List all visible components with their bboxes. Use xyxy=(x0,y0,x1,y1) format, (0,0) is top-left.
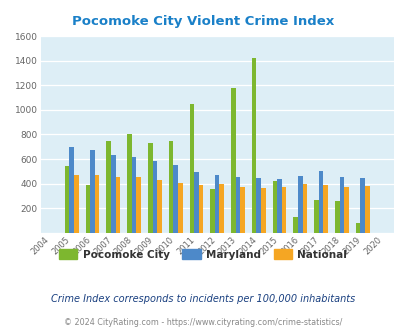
Bar xyxy=(157,180,161,233)
Bar xyxy=(297,176,302,233)
Bar xyxy=(281,187,286,233)
Bar xyxy=(240,187,244,233)
Text: © 2024 CityRating.com - https://www.cityrating.com/crime-statistics/: © 2024 CityRating.com - https://www.city… xyxy=(64,318,341,327)
Bar xyxy=(323,185,327,233)
Bar xyxy=(69,148,74,233)
Bar xyxy=(194,172,198,233)
Bar xyxy=(343,187,348,233)
Bar xyxy=(90,150,95,233)
Bar xyxy=(189,104,194,233)
Bar xyxy=(127,135,132,233)
Bar xyxy=(251,58,256,233)
Bar xyxy=(230,88,235,233)
Bar xyxy=(214,175,219,233)
Bar xyxy=(111,155,115,233)
Bar xyxy=(152,161,157,233)
Bar xyxy=(334,201,339,233)
Bar xyxy=(260,188,265,233)
Bar xyxy=(132,156,136,233)
Bar xyxy=(95,175,99,233)
Bar xyxy=(148,143,152,233)
Bar xyxy=(177,183,182,233)
Bar xyxy=(313,200,318,233)
Bar xyxy=(355,223,360,233)
Bar xyxy=(302,184,307,233)
Bar xyxy=(235,177,240,233)
Legend: Pocomoke City, Maryland, National: Pocomoke City, Maryland, National xyxy=(54,245,351,264)
Bar xyxy=(272,181,277,233)
Bar xyxy=(256,178,260,233)
Bar xyxy=(198,185,203,233)
Bar xyxy=(136,178,141,233)
Bar xyxy=(85,185,90,233)
Bar xyxy=(106,141,111,233)
Bar xyxy=(277,179,281,233)
Bar xyxy=(339,177,343,233)
Bar xyxy=(115,177,120,233)
Bar xyxy=(293,217,297,233)
Bar xyxy=(360,178,364,233)
Bar xyxy=(65,166,69,233)
Bar xyxy=(219,184,224,233)
Text: Pocomoke City Violent Crime Index: Pocomoke City Violent Crime Index xyxy=(72,15,333,28)
Bar xyxy=(210,189,214,233)
Bar xyxy=(364,186,369,233)
Text: Crime Index corresponds to incidents per 100,000 inhabitants: Crime Index corresponds to incidents per… xyxy=(51,294,354,304)
Bar xyxy=(173,165,177,233)
Bar xyxy=(74,175,79,233)
Bar xyxy=(168,141,173,233)
Bar xyxy=(318,171,323,233)
